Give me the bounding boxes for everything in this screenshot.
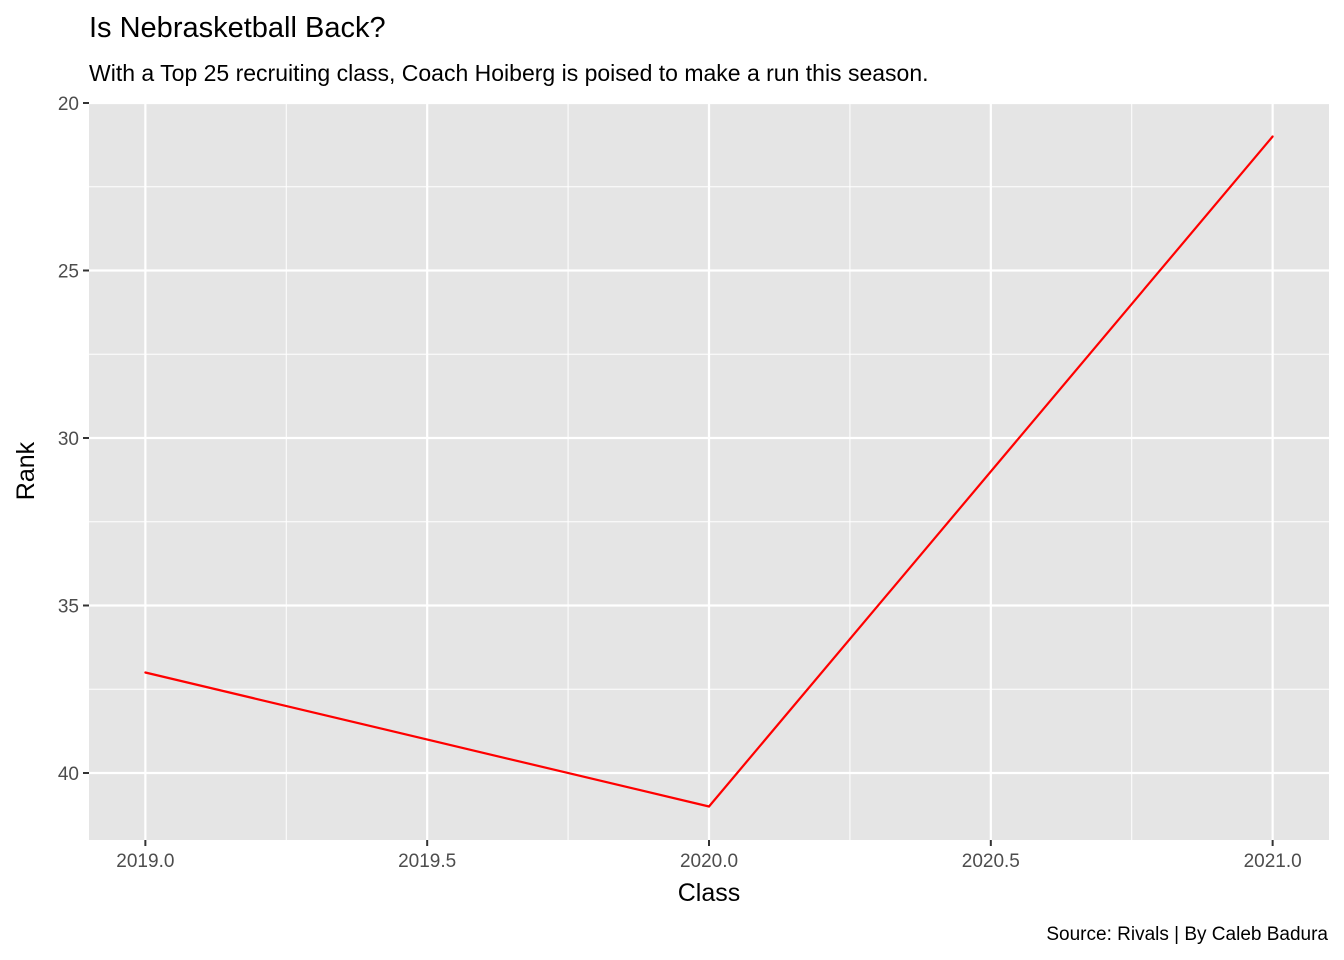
- x-tick-label: 2019.0: [116, 851, 174, 872]
- axes: 2019.0 2019.5 2020.0 2020.5 2021.0 20 25 30 35 40: [58, 94, 1302, 872]
- data-point: [707, 805, 711, 808]
- y-axis-label: Rank: [12, 441, 40, 501]
- data-point: [144, 671, 147, 674]
- x-tick-label: 2020.5: [962, 851, 1020, 872]
- y-tick-label: 35: [58, 597, 79, 618]
- data-point: [1271, 135, 1274, 138]
- y-tick-label: 40: [58, 764, 79, 785]
- x-tick-label: 2020.0: [680, 851, 738, 872]
- x-axis-label: Class: [677, 879, 741, 907]
- x-tick-label: 2019.5: [398, 851, 456, 872]
- y-tick-label: 25: [58, 262, 79, 283]
- y-tick-label: 20: [58, 94, 79, 115]
- x-tick-label: 2021.0: [1244, 851, 1302, 872]
- y-tick-label: 30: [58, 429, 79, 450]
- chart-subtitle: With a Top 25 recruiting class, Coach Ho…: [89, 60, 929, 86]
- major-gridlines: [89, 101, 1329, 840]
- chart-title: Is Nebrasketball Back?: [89, 12, 386, 44]
- series-layer: [144, 135, 1274, 808]
- chart-caption: Source: Rivals | By Caleb Badura: [1046, 924, 1328, 945]
